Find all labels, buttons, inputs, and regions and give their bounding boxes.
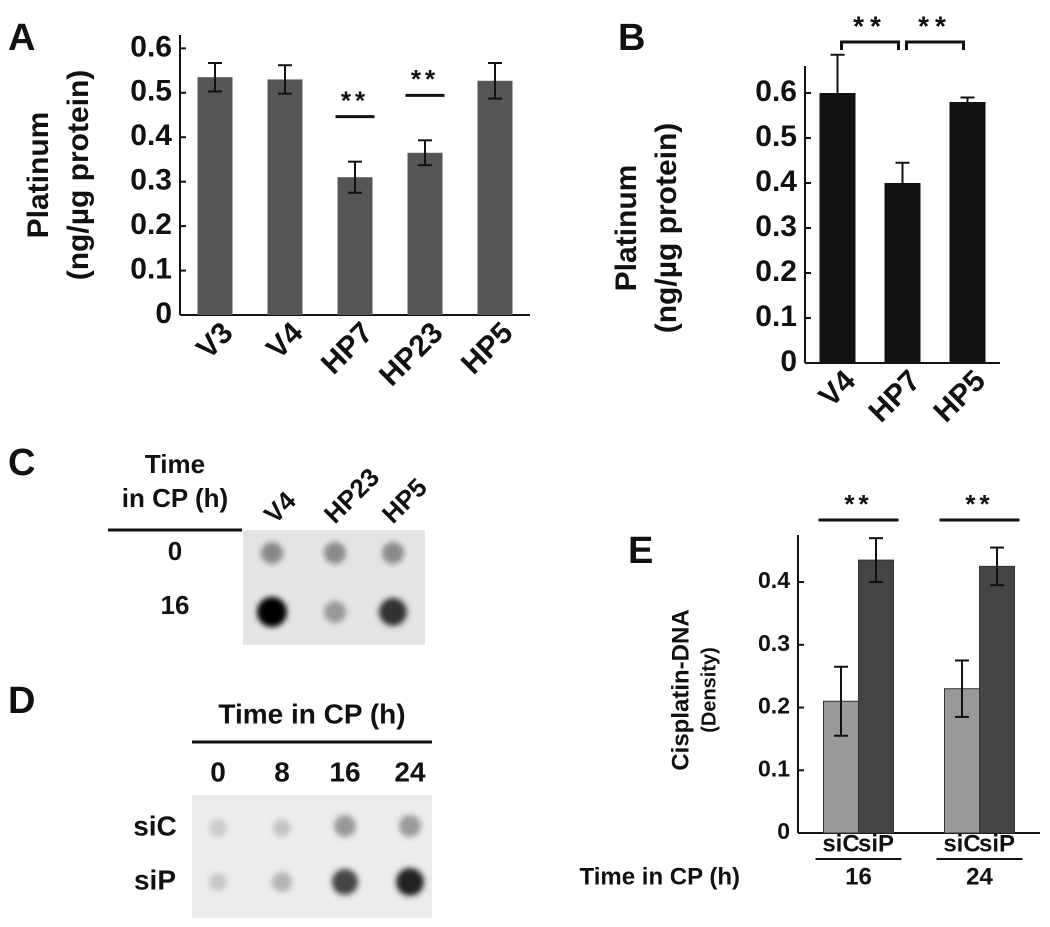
blot-header: in CP (h) [122,483,228,513]
y-axis-label: Platinum [22,112,55,239]
y-axis-label: (Density) [698,647,720,733]
x-tick-label: V4 [813,364,863,414]
bar [949,102,986,363]
bar [337,177,373,315]
y-tick-label: 0.3 [758,630,790,656]
y-tick-label: 0.2 [758,693,790,719]
bar [884,183,921,363]
x-tick-label: 16 [845,863,872,890]
significance-label: ** [341,86,369,116]
y-tick-label: 0.5 [755,120,797,153]
row-label: siP [134,864,176,895]
bar [979,565,1015,834]
bar [407,152,443,315]
y-tick-label: 0 [155,297,172,330]
blot-c-spots [257,542,407,627]
y-tick-label: 0.2 [130,208,172,241]
y-tick-label: 0.4 [130,119,172,152]
x-tick-label: HP23 [373,316,449,392]
x-tick-label: 24 [966,863,993,890]
x-tick-label: V4 [260,316,310,366]
legend-label: siC [822,830,859,857]
bar [477,80,513,316]
panel-letter: A [8,17,35,59]
y-tick-label: 0.6 [755,75,797,108]
x-tick-label: HP5 [455,316,520,381]
x-axis-label: Time in CP (h) [580,863,740,890]
y-tick-label: 0.3 [130,164,172,197]
panel-letter: B [618,17,645,59]
y-tick-label: 0.3 [755,210,797,243]
significance-bracket [905,40,965,50]
y-tick-label: 0.5 [130,75,172,108]
bar [819,93,856,363]
panel-letter: E [628,530,653,572]
row-label: 0 [168,536,182,566]
legend-label: siP [858,830,894,857]
y-tick-label: 0.4 [755,165,797,198]
blot-header: Time in CP (h) [218,698,405,729]
y-axis-label: (ng/µg protein) [62,70,95,281]
y-axis-label: Cisplatin-DNA [667,609,694,770]
x-tick-label: HP7 [315,316,380,381]
y-tick-label: 0.4 [758,567,790,593]
y-tick-label: 0.1 [758,755,790,781]
x-tick-label: HP7 [862,364,927,429]
y-tick-label: 0.6 [130,30,172,63]
blot-d-spots [209,815,424,896]
blot-d [192,795,432,918]
bar [267,79,303,315]
column-label: 0 [210,756,226,787]
significance-label: ** [853,10,887,41]
panel-letter: D [8,680,35,722]
x-tick-label: V3 [190,316,239,365]
y-tick-label: 0.2 [755,255,797,288]
y-tick-label: 0.1 [755,300,797,333]
panel-letter: C [8,442,35,484]
column-label: 8 [274,756,290,787]
column-label: V4 [258,485,302,529]
bar [858,559,894,834]
y-tick-label: 0 [777,818,790,844]
significance-label: ** [411,64,439,94]
column-label: HP5 [376,472,433,529]
y-tick-label: 0.1 [130,252,172,285]
column-label: 16 [329,756,360,787]
row-label: 16 [161,590,190,620]
significance-bracket [840,40,900,50]
column-label: HP23 [318,462,385,529]
significance-label: ** [918,10,952,41]
y-axis-label: (ng/µg protein) [650,123,683,334]
blot-header: Time [145,449,205,479]
significance-label: ** [965,489,993,519]
legend-label: siP [979,830,1015,857]
legend-label: siC [943,830,980,857]
significance-label: ** [844,489,872,519]
bar [197,77,233,315]
x-tick-label: HP5 [927,364,992,429]
row-label: siC [133,810,177,841]
column-label: 24 [394,756,426,787]
y-axis-label: Platinum [610,165,643,292]
y-tick-label: 0 [780,345,797,378]
